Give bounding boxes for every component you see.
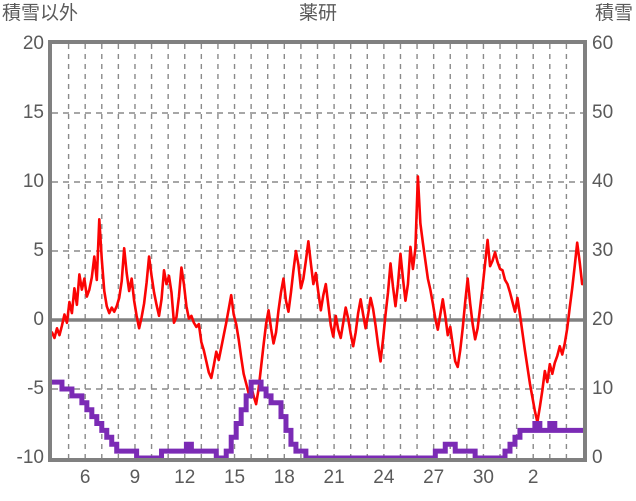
y-axis-tick-label: 0 bbox=[33, 309, 44, 330]
x-axis-tick-label: 9 bbox=[129, 467, 141, 488]
page-title: 薬研 bbox=[298, 3, 337, 24]
y2-axis-tick-label: 50 bbox=[592, 102, 614, 123]
y-axis-tick-label: -5 bbox=[27, 378, 44, 399]
plot-area bbox=[48, 40, 587, 462]
x-axis-tick-label: 15 bbox=[223, 467, 246, 488]
y2-axis-tick-label: 20 bbox=[592, 309, 614, 330]
x-axis-tick-label: 30 bbox=[472, 467, 495, 488]
y-axis-tick-label: 5 bbox=[33, 240, 44, 261]
y2-axis-tick-label: 60 bbox=[592, 33, 614, 54]
y-axis-tick-label: 20 bbox=[22, 33, 44, 54]
series-line-snow-depth bbox=[52, 379, 583, 458]
left-axis-unit-label: 積雪以外 bbox=[2, 3, 79, 24]
series-line-precipitation bbox=[52, 175, 583, 424]
x-axis-tick-label: 21 bbox=[323, 467, 345, 488]
x-axis-tick-label: 6 bbox=[79, 467, 91, 488]
x-axis-tick-label: 2 bbox=[527, 467, 539, 488]
x-axis-tick-label: 18 bbox=[273, 467, 295, 488]
series-lines bbox=[52, 175, 583, 458]
y2-axis-tick-label: 10 bbox=[592, 378, 614, 399]
x-axis-tick-label: 24 bbox=[373, 467, 395, 488]
y-axis-tick-label: 10 bbox=[22, 171, 44, 192]
x-axis-tick-label: 27 bbox=[423, 467, 445, 488]
right-axis-unit-label: 積雪 bbox=[594, 3, 633, 24]
y-axis-tick-label: 15 bbox=[22, 102, 44, 123]
y2-axis-tick-label: 0 bbox=[592, 447, 603, 468]
x-axis-tick-label: 12 bbox=[174, 467, 196, 488]
y2-axis-tick-label: 30 bbox=[592, 240, 614, 261]
y-axis-tick-label: -10 bbox=[16, 447, 44, 468]
y2-axis-tick-label: 40 bbox=[592, 171, 614, 192]
